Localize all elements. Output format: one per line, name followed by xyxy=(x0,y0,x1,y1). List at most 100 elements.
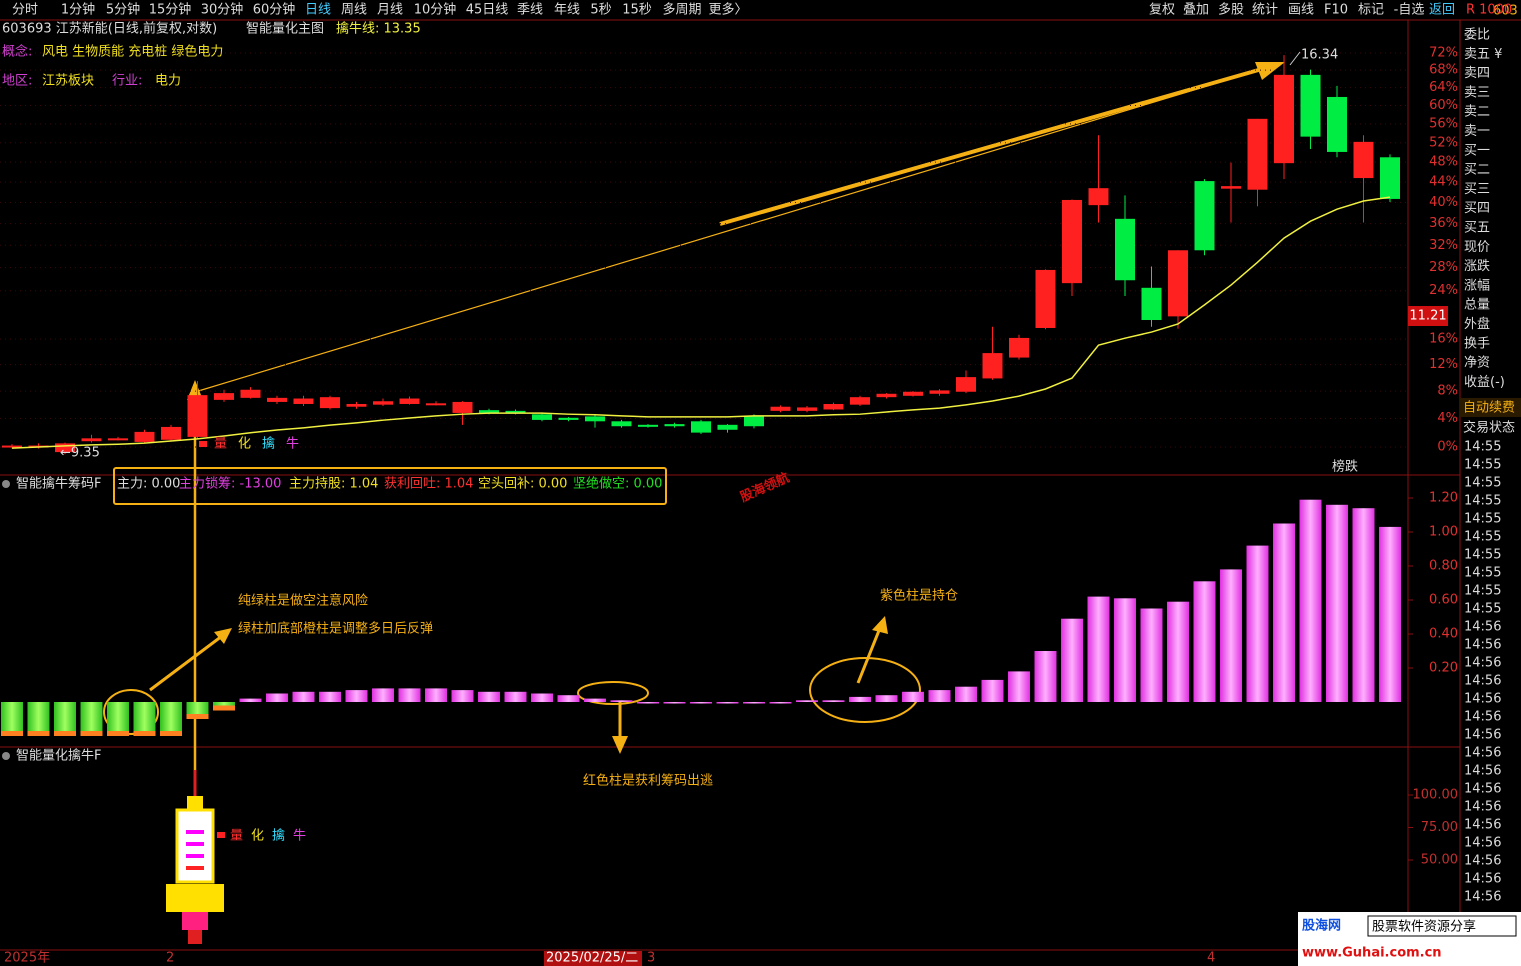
period-tab[interactable]: 更多〉 xyxy=(708,2,747,18)
indicator-bar xyxy=(478,691,500,702)
candle-body xyxy=(1274,74,1294,164)
indicator-bar xyxy=(1326,504,1348,702)
side-label: 涨幅 xyxy=(1464,278,1490,293)
indicator-bar xyxy=(133,702,156,736)
candle-body xyxy=(1168,250,1188,317)
period-tab[interactable]: 周线 xyxy=(341,3,367,18)
indicator-bar xyxy=(796,700,818,702)
candle-body xyxy=(1300,74,1321,137)
candle-body xyxy=(956,377,976,392)
indicator-item: 主力持股: 1.04 xyxy=(289,477,378,492)
indicator-bar xyxy=(1167,601,1189,702)
indicator-bar xyxy=(663,702,686,704)
ad-url: www.Guhai.com.cn xyxy=(1302,946,1442,961)
tool-button[interactable]: -自选 xyxy=(1394,3,1425,18)
tool-button[interactable]: F10 xyxy=(1324,3,1348,18)
indicator-bar xyxy=(292,691,315,702)
tool-button[interactable]: 画线 xyxy=(1288,3,1314,18)
candle-body xyxy=(1062,199,1082,284)
candle-body xyxy=(426,403,446,406)
ma-line xyxy=(11,196,1391,449)
period-tab[interactable]: 年线 xyxy=(554,3,580,18)
period-tab[interactable]: 10分钟 xyxy=(414,2,457,18)
indicator-bar-base xyxy=(27,731,50,736)
tool-button[interactable]: 统计 xyxy=(1252,3,1278,18)
signal-char: 牛 xyxy=(293,829,306,844)
time-row: 14:56 xyxy=(1464,872,1501,887)
candle-body xyxy=(717,424,738,430)
indicator-bar xyxy=(1193,581,1216,702)
time-row: 14:56 xyxy=(1464,836,1501,851)
period-tab[interactable]: 60分钟 xyxy=(253,2,296,18)
annotation: 绿柱加底部橙柱是调整多日后反弹 xyxy=(238,621,433,637)
period-tab[interactable]: 5秒 xyxy=(590,3,611,18)
signal-mark xyxy=(199,441,207,447)
period-tab[interactable]: 5分钟 xyxy=(106,2,140,18)
candle-body xyxy=(823,403,844,410)
cursor-date: 2025/02/25/二 xyxy=(546,951,638,966)
side-label: 买一 xyxy=(1464,143,1490,158)
indicator-bar xyxy=(1114,598,1136,702)
side-label: 卖三 xyxy=(1464,85,1490,100)
candle-body xyxy=(108,438,128,441)
indicator-bar xyxy=(451,690,474,702)
signal-char: 化 xyxy=(238,437,251,452)
indicator-bar xyxy=(1061,618,1083,702)
period-tab[interactable]: 月线 xyxy=(377,3,403,18)
period-tab[interactable]: 日线 xyxy=(305,3,331,18)
line-label: 擒牛线: 13.35 xyxy=(336,21,421,37)
side-label: 换手 xyxy=(1464,336,1490,351)
indicator-bar xyxy=(716,702,739,704)
ad-slogan: 股票软件资源分享 xyxy=(1372,919,1476,935)
time-row: 14:56 xyxy=(1464,692,1501,707)
tool-button[interactable]: 标记 xyxy=(1358,3,1384,18)
corner-badge: R 1000 xyxy=(1466,3,1512,18)
indicator-bar xyxy=(1087,596,1110,702)
indicator-bar xyxy=(107,702,129,736)
tool-button[interactable]: 多股 xyxy=(1218,2,1244,18)
auto-renew-bg xyxy=(1460,398,1521,417)
period-tab[interactable]: 45日线 xyxy=(466,3,509,18)
candle-body xyxy=(664,424,685,427)
signal-char: 牛 xyxy=(286,437,299,452)
candle-body xyxy=(267,397,287,402)
candle-body xyxy=(1221,186,1241,189)
period-tab[interactable]: 分时 xyxy=(12,3,38,18)
time-row: 14:56 xyxy=(1464,710,1501,725)
indicator-bar-base xyxy=(80,731,103,736)
tool-button[interactable]: 复权 xyxy=(1149,2,1175,18)
indicator-bar xyxy=(690,702,712,704)
period-tab[interactable]: 季线 xyxy=(517,3,543,18)
side-label: 买五 xyxy=(1464,221,1490,236)
y-tick-label: 64% xyxy=(1429,80,1458,95)
annotation: 红色柱是获利筹码出逃 xyxy=(583,773,713,789)
time-row: 14:56 xyxy=(1464,818,1501,833)
period-tab[interactable]: 15分钟 xyxy=(149,2,192,18)
indicator-bar xyxy=(160,702,182,736)
indicator-bar xyxy=(1,702,23,736)
period-tab[interactable]: 多周期 xyxy=(662,2,701,18)
candle-body xyxy=(293,398,314,404)
indicator-bar-base xyxy=(1,731,23,736)
indicator-item: 主力: 0.00 xyxy=(117,477,180,492)
arrow-green xyxy=(149,634,223,692)
tool-button[interactable]: 返回 xyxy=(1429,3,1455,18)
y-tick-label: 1.20 xyxy=(1429,491,1458,506)
candle-body xyxy=(2,445,22,448)
indicator-bar xyxy=(504,691,527,702)
candle-body xyxy=(1141,287,1162,321)
time-row: 14:55 xyxy=(1464,440,1501,455)
period-tab[interactable]: 15秒 xyxy=(622,3,652,18)
period-tab[interactable]: 1分钟 xyxy=(61,2,95,18)
ad-box xyxy=(1298,912,1521,966)
tool-button[interactable]: 叠加 xyxy=(1183,3,1209,18)
last-price: 11.21 xyxy=(1409,309,1446,324)
indicator-bar xyxy=(398,688,421,702)
y-tick-label: 68% xyxy=(1429,63,1458,78)
candle-body xyxy=(797,407,817,411)
time-row: 14:56 xyxy=(1464,656,1501,671)
y-tick-label: 100.00 xyxy=(1413,788,1459,803)
time-label: 4 xyxy=(1207,951,1215,966)
period-tab[interactable]: 30分钟 xyxy=(201,2,244,18)
